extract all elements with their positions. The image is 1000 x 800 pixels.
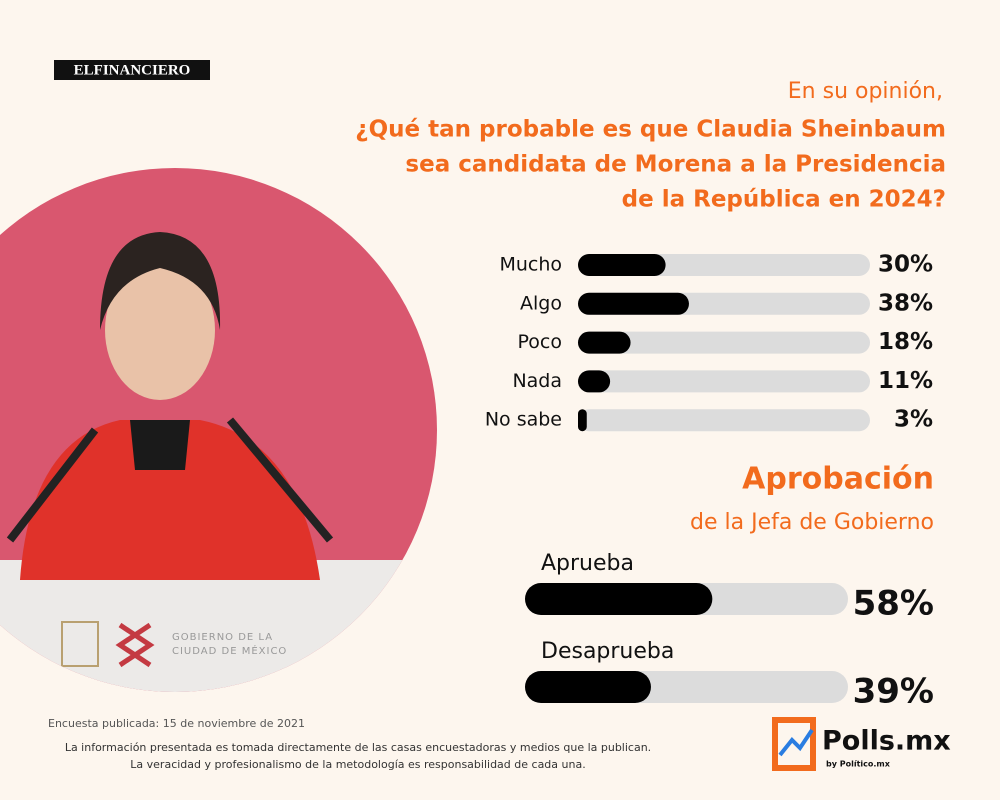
value-label: 58% (853, 584, 934, 624)
bar (578, 370, 611, 393)
bar (578, 254, 666, 276)
category-label: Algo (520, 292, 562, 314)
value-label: 11% (878, 368, 933, 394)
brand-byline: by Político.mx (826, 760, 891, 769)
bar (578, 331, 631, 354)
bar (578, 292, 689, 315)
brand-name: Polls.mx (822, 726, 951, 757)
source: ELFINANCIERO (74, 62, 191, 78)
chart-subtitle: En su opinión, (788, 79, 943, 104)
bar (578, 409, 587, 432)
bar-track (578, 331, 870, 354)
chart-subtitle: de la Jefa de Gobierno (690, 510, 934, 535)
source-logo (54, 60, 210, 80)
value-label: 39% (853, 672, 934, 712)
value-label: 30% (878, 252, 933, 278)
category-label: No sabe (485, 409, 562, 431)
bar-track (578, 370, 870, 393)
brand-logo (772, 717, 816, 771)
photo-sign: CIUDAD DE MÉXICO (172, 644, 287, 657)
disclaimer: La veracidad y profesionalismo de la met… (130, 758, 585, 771)
disclaimer: La información presentada es tomada dire… (65, 741, 651, 754)
category-label: Nada (512, 370, 562, 392)
value-label: 3% (894, 407, 933, 433)
bar (525, 671, 651, 703)
category-label: Mucho (499, 254, 562, 276)
category-label: Desaprueba (541, 639, 674, 664)
chart-title: de la República en 2024? (622, 187, 946, 213)
category-label: Aprueba (541, 551, 634, 576)
value-label: 18% (878, 329, 933, 355)
chart-title: Aprobación (742, 462, 934, 497)
chart-title: ¿Qué tan probable es que Claudia Sheinba… (355, 117, 946, 143)
bar-track (578, 409, 870, 432)
photo-sign: GOBIERNO DE LA (172, 632, 273, 643)
category-label: Poco (518, 331, 562, 353)
chart-title: sea candidata de Morena a la Presidencia (405, 152, 946, 178)
bar (525, 583, 713, 615)
date-note: Encuesta publicada: 15 de noviembre de 2… (48, 717, 305, 730)
value-label: 38% (878, 290, 933, 316)
